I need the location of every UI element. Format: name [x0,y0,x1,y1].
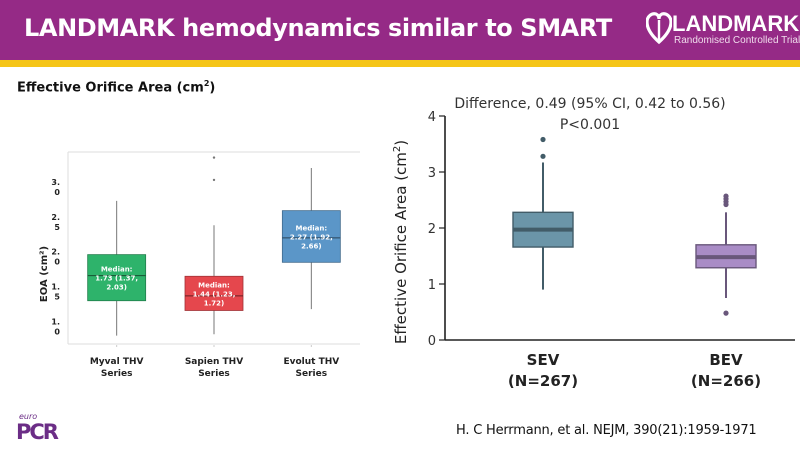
outlier-point [540,153,546,159]
outlier-point [540,136,546,143]
chart-subtitle: P<0.001 [560,117,620,133]
median-annotation-line: 2.66) [301,242,321,250]
x-tick-label-line: Series [101,369,133,379]
logo-name: LANDMARK [672,11,800,36]
median-annotation-line: Median: [198,281,230,289]
median-annotation-line: Median: [101,266,133,274]
x-tick-label-line: SEV [527,351,560,369]
x-tick-label: Myval THV Series [90,357,144,379]
median-annotation-line: 1.44 (1.23, [193,290,236,298]
x-tick-label-line: Evolut THV [283,357,339,367]
x-tick-label-line: (N=267) [508,372,578,390]
outlier-point [723,193,729,199]
y-tick-label: 3 [428,166,436,181]
section-title-sup: 2 [203,79,210,88]
y-tick-label: 0 [428,334,436,349]
y-axis-label: EOA (cm²) [39,246,50,302]
section-title: Effective Orifice Area (cm2) [17,79,215,95]
x-tick-label: SEV (N=267) [508,351,578,390]
x-tick-label-line: (N=266) [691,372,761,390]
x-tick-label: Sapien THV Series [185,357,243,379]
median-annotation-line: 2.03) [106,284,126,292]
y-tick-label: 2. 0 [51,248,60,267]
y-tick-label-line: 5 [54,223,60,232]
box [87,254,147,302]
heart-icon [646,12,672,45]
x-tick-label-line: Sapien THV [185,357,243,367]
outlier-point [723,310,729,316]
x-tick-label: BEV (N=266) [691,351,761,390]
median-annotation: Median: 1.73 (1.37, 2.03) [95,266,138,292]
y-tick-label: 3. 0 [51,178,60,197]
slide-title: LANDMARK hemodynamics similar to SMART [24,14,612,42]
outlier-point [212,178,216,182]
y-tick-label-line: 3. [51,178,60,187]
sev-bev-chart: Difference, 0.49 (95% CI, 0.42 to 0.56) … [392,96,795,390]
y-tick-label-line: 0 [54,188,60,197]
median-annotation: Median: 1.44 (1.23, 1.72) [193,281,236,307]
y-axis-label-sup: 2 [392,146,403,152]
y-tick-label-line: 0 [54,258,60,267]
y-tick-label: 2. 5 [51,213,60,232]
y-tick-label: 4 [428,110,436,125]
chart-title: Difference, 0.49 (95% CI, 0.42 to 0.56) [454,96,725,112]
header-bar [0,0,800,60]
section-title-end: ) [209,80,216,96]
median-annotation: Median: 2.27 (1.92, 2.66) [290,224,333,250]
citation: H. C Herrmann, et al. NEJM, 390(21):1959… [456,423,757,438]
y-tick-label-line: 2. [51,213,60,222]
x-tick-label-line: Myval THV [90,357,144,367]
y-axis-label-text: Effective Orifice Area (cm [392,152,410,344]
section-title-text: Effective Orifice Area (cm [17,80,204,96]
y-axis-label-end: ) [392,140,410,146]
box [184,275,244,311]
y-axis-label: Effective Orifice Area (cm2) [392,140,410,344]
y-tick-label-line: 1. [51,283,60,292]
x-tick-label-line: BEV [709,351,743,369]
y-tick-label: 2 [428,222,436,237]
x-tick-label-line: Series [296,369,328,379]
y-tick-label: 1. 0 [51,318,60,337]
box [281,210,341,263]
median-annotation-line: 1.72) [204,299,224,307]
x-tick-label-line: Series [198,369,230,379]
accent-bar [0,60,800,67]
logo-subtitle: Randomised Controlled Trial [674,35,800,46]
y-tick-label-line: 2. [51,248,60,257]
y-tick-label-line: 1. [51,318,60,327]
median-annotation-line: 1.73 (1.37, [95,275,138,283]
y-tick-label: 1. 5 [51,283,60,302]
landmark-logo: LANDMARK Randomised Controlled Trial [646,11,800,52]
y-tick-label: 1 [428,278,436,293]
eoa-by-valve-chart: 1. 01. 52. 02. 53. 0 Median: 1.73 (1.37, 2.03) M… [39,151,360,379]
europcr-logo-big: PCR [16,420,59,444]
europcr-logo-small: euro [19,412,38,421]
outlier-point [212,156,216,159]
x-tick-label: Evolut THV Series [283,357,339,379]
median-annotation-line: Median: [296,224,328,232]
y-tick-label-line: 0 [54,328,60,337]
y-tick-label-line: 5 [54,293,60,302]
europcr-logo: euro PCR [16,412,76,448]
median-annotation-line: 2.27 (1.92, [290,233,333,241]
